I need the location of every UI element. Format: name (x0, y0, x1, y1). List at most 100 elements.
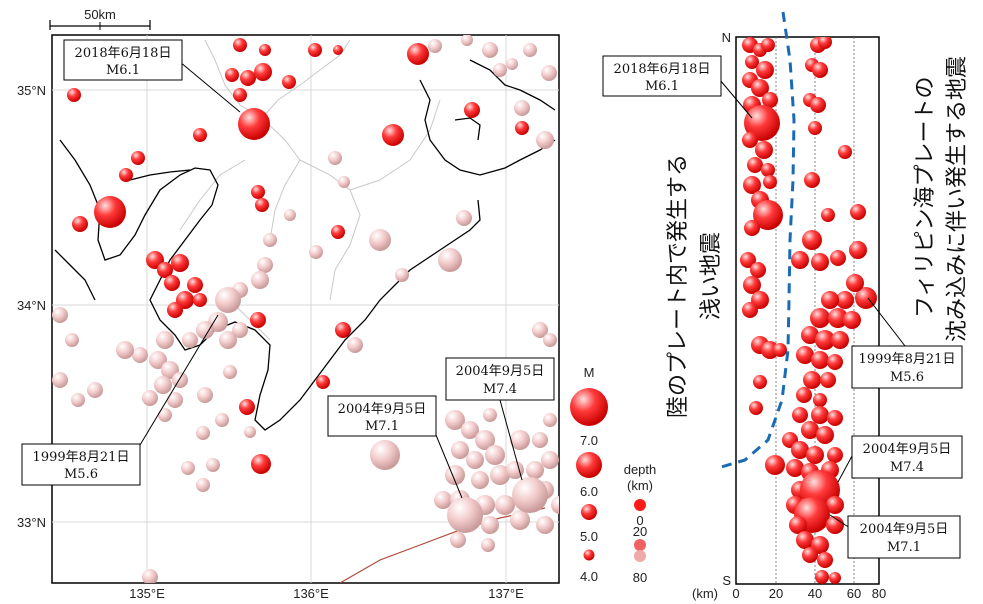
earthquake-symbol (743, 176, 761, 194)
earthquake-symbol (740, 252, 756, 268)
legend-depth-symbol (634, 550, 646, 562)
earthquake-symbol (836, 291, 854, 309)
earthquake-symbol (94, 196, 126, 228)
earthquake-symbol (187, 277, 203, 293)
earthquake-symbol (238, 108, 270, 140)
earthquake-symbol (753, 200, 783, 230)
earthquake-symbol (506, 461, 524, 479)
legend-depth-label: 80 (633, 570, 647, 585)
earthquake-symbol (747, 157, 763, 173)
earthquake-symbol (816, 426, 834, 444)
earthquake-symbol (193, 293, 207, 307)
earthquake-symbol (765, 455, 785, 475)
xs-annotation-2018: 2018年6月18日 M6.1 (602, 55, 753, 119)
earthquake-symbol (481, 538, 495, 552)
earthquake-symbol (523, 43, 537, 57)
earthquake-symbol (263, 233, 277, 247)
earthquake-symbol (786, 459, 804, 477)
earthquake-symbol (821, 208, 835, 222)
earthquake-symbol (796, 531, 814, 549)
earthquake-symbol (532, 322, 548, 338)
earthquake-symbol (811, 351, 829, 369)
earthquake-symbol (810, 97, 826, 113)
xs-annotation-m71: 2004年9月5日 M7.1 (829, 514, 961, 559)
earthquake-symbol (308, 43, 322, 57)
xs-annotation-1999: 1999年8月21日 M5.6 (851, 297, 963, 389)
earthquake-symbol (154, 376, 172, 394)
cross-section-earthquakes (740, 37, 877, 584)
earthquake-symbol (451, 441, 469, 459)
legend-m-symbol (581, 504, 597, 520)
earthquake-symbol (817, 552, 833, 568)
earthquake-symbol (206, 458, 220, 472)
earthquake-symbol (142, 569, 158, 583)
earthquake-symbol (815, 570, 829, 584)
earthquake-symbol (257, 257, 273, 273)
plate-boundary-line (717, 11, 796, 470)
annotation-mag: M5.6 (890, 370, 924, 385)
legend-m-label: 7.0 (580, 433, 598, 448)
annotation-mag: M5.6 (64, 467, 98, 482)
earthquake-symbol (158, 408, 172, 422)
earthquake-symbol (475, 430, 495, 450)
earthquake-symbol (745, 55, 759, 69)
earthquake-symbol (142, 390, 158, 406)
annotation-date: 2018年6月18日 (75, 46, 172, 61)
map-annotation-m74: 2004年9月5日 M7.4 (445, 357, 555, 481)
earthquake-symbol (749, 401, 763, 415)
earthquake-symbol (233, 38, 247, 52)
map-annotation-1999: 1999年8月21日 M5.6 (21, 314, 219, 486)
earthquake-symbol (849, 241, 867, 259)
map-panel: 50km 35°N 34°N 33°N 135°E 136°E 137°E 20… (17, 7, 560, 601)
earthquake-symbol (251, 271, 269, 289)
earthquake-symbol (461, 421, 479, 439)
earthquake-symbol (804, 172, 820, 188)
earthquake-symbol (219, 331, 237, 349)
earthquake-symbol (428, 39, 442, 53)
annotation-date: 2004年9月5日 (456, 364, 545, 379)
map-frame (51, 34, 560, 584)
earthquake-symbol (87, 382, 103, 398)
earthquake-symbol (761, 341, 779, 359)
earthquake-symbol (382, 124, 404, 146)
earthquake-symbol (328, 151, 342, 165)
annotation-mag: M7.1 (887, 540, 921, 555)
earthquake-symbol (309, 245, 323, 259)
earthquake-symbol (820, 372, 836, 388)
map-annotation-m71: 2004年9月5日 M7.1 (327, 395, 463, 499)
earthquake-symbol (259, 44, 271, 56)
earthquake-symbol (196, 426, 210, 440)
earthquake-symbol (838, 145, 852, 159)
earthquake-symbol (196, 478, 210, 492)
earthquake-symbol (855, 287, 877, 309)
earthquake-symbol (510, 430, 530, 450)
earthquake-symbol (813, 393, 827, 407)
earthquake-symbol (796, 387, 812, 403)
shallow-quake-label-line2: 浅い地震 (699, 232, 724, 320)
earthquake-symbol (156, 331, 174, 349)
scale-bar-label: 50km (84, 7, 116, 22)
magnitude-legend: M 7.0 6.0 5.0 4.0 (570, 365, 608, 584)
cross-section-layers (740, 37, 877, 584)
earthquake-symbol (171, 254, 189, 272)
earthquake-symbol (510, 510, 530, 530)
earthquake-symbol (370, 440, 400, 470)
deep-quake-label-line2: 沈み込みに伴い発生する地震 (945, 56, 970, 342)
depth-legend: depth (km) 0 20 80 (624, 462, 657, 585)
earthquake-symbol (751, 79, 769, 97)
earthquake-symbol (251, 185, 265, 199)
earthquake-symbol (827, 410, 843, 426)
earthquake-symbol (240, 70, 256, 86)
earthquake-symbol (506, 58, 518, 70)
earthquake-symbol (485, 445, 505, 465)
earthquake-symbol (119, 168, 133, 182)
earthquake-symbol (846, 274, 864, 292)
x-tick-label: 20 (769, 586, 783, 601)
earthquake-symbol (742, 302, 758, 318)
earthquake-symbol (826, 516, 844, 534)
earthquake-symbol (536, 516, 554, 534)
earthquake-symbol (831, 331, 849, 349)
earthquake-symbol (536, 131, 554, 149)
earthquake-symbol (232, 322, 248, 338)
legend-m-symbol (583, 549, 595, 561)
